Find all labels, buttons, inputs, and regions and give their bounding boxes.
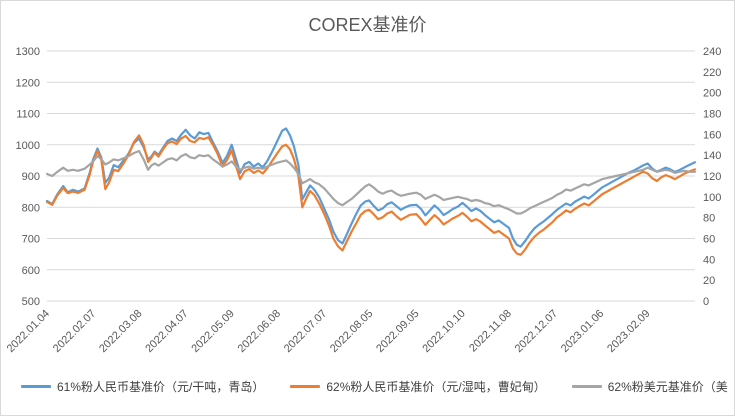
svg-text:160: 160	[703, 129, 721, 141]
svg-text:2022.07.07: 2022.07.07	[282, 308, 329, 355]
svg-text:2022.08.05: 2022.08.05	[328, 308, 375, 355]
svg-text:2022.06.08: 2022.06.08	[236, 308, 283, 355]
series-line-2	[45, 149, 697, 215]
svg-text:600: 600	[22, 265, 40, 277]
svg-text:1100: 1100	[16, 109, 40, 121]
legend-label: 61%粉人民币基准价（元/干吨，青岛）	[57, 380, 265, 394]
y-axis-left: 1300 1200 1100 1000 900 800 700 600 500	[16, 46, 40, 308]
svg-text:1000: 1000	[16, 140, 40, 152]
chart-legend: 61%粉人民币基准价（元/干吨，青岛） 62%粉人民币基准价（元/湿吨，曹妃甸）…	[21, 378, 728, 395]
svg-text:2022.10.10: 2022.10.10	[420, 308, 467, 355]
svg-text:0: 0	[703, 296, 709, 308]
svg-text:1200: 1200	[16, 77, 40, 89]
svg-text:200: 200	[703, 88, 721, 100]
svg-text:800: 800	[22, 202, 40, 214]
svg-text:140: 140	[703, 150, 721, 162]
svg-text:2022.12.07: 2022.12.07	[513, 308, 560, 355]
svg-text:2022.04.07: 2022.04.07	[143, 308, 190, 355]
svg-text:2023.02.09: 2023.02.09	[605, 308, 652, 355]
svg-text:240: 240	[703, 46, 721, 58]
svg-text:2022.05.09: 2022.05.09	[189, 308, 236, 355]
svg-text:2022.03.08: 2022.03.08	[97, 308, 144, 355]
legend-item-62-usd: 62%粉美元基准价（美元/干吨）	[571, 378, 728, 395]
legend-item-61-rmb: 61%粉人民币基准价（元/干吨，青岛）	[21, 378, 264, 395]
legend-line-swatch	[21, 385, 51, 388]
svg-text:1300: 1300	[16, 46, 40, 58]
svg-text:2023.01.06: 2023.01.06	[559, 308, 606, 355]
svg-text:2022.11.08: 2022.11.08	[467, 308, 514, 355]
svg-text:700: 700	[22, 234, 40, 246]
legend-label: 62%粉人民币基准价（元/湿吨，曹妃甸）	[326, 380, 546, 394]
svg-text:2022.09.05: 2022.09.05	[374, 308, 421, 355]
svg-text:500: 500	[22, 296, 40, 308]
gridlines	[47, 50, 695, 302]
legend-item-62-rmb: 62%粉人民币基准价（元/湿吨，曹妃甸）	[290, 378, 546, 395]
x-axis: 2022.01.042022.02.072022.03.082022.04.07…	[5, 308, 653, 355]
chart-title: COREX基准价	[308, 15, 427, 35]
svg-text:60: 60	[703, 234, 715, 246]
svg-text:80: 80	[703, 213, 715, 225]
svg-text:120: 120	[703, 171, 721, 183]
svg-text:2022.01.04: 2022.01.04	[5, 308, 52, 355]
svg-text:220: 220	[703, 67, 721, 79]
svg-text:100: 100	[703, 192, 721, 204]
legend-line-swatch	[571, 385, 602, 388]
svg-text:180: 180	[703, 109, 721, 121]
svg-text:2022.02.07: 2022.02.07	[51, 308, 98, 355]
svg-text:40: 40	[703, 254, 715, 266]
legend-label: 62%粉美元基准价（美元/干吨）	[607, 380, 728, 394]
svg-text:20: 20	[703, 275, 715, 287]
svg-text:900: 900	[22, 171, 40, 183]
series-line-1	[45, 134, 697, 256]
legend-line-swatch	[290, 385, 321, 388]
